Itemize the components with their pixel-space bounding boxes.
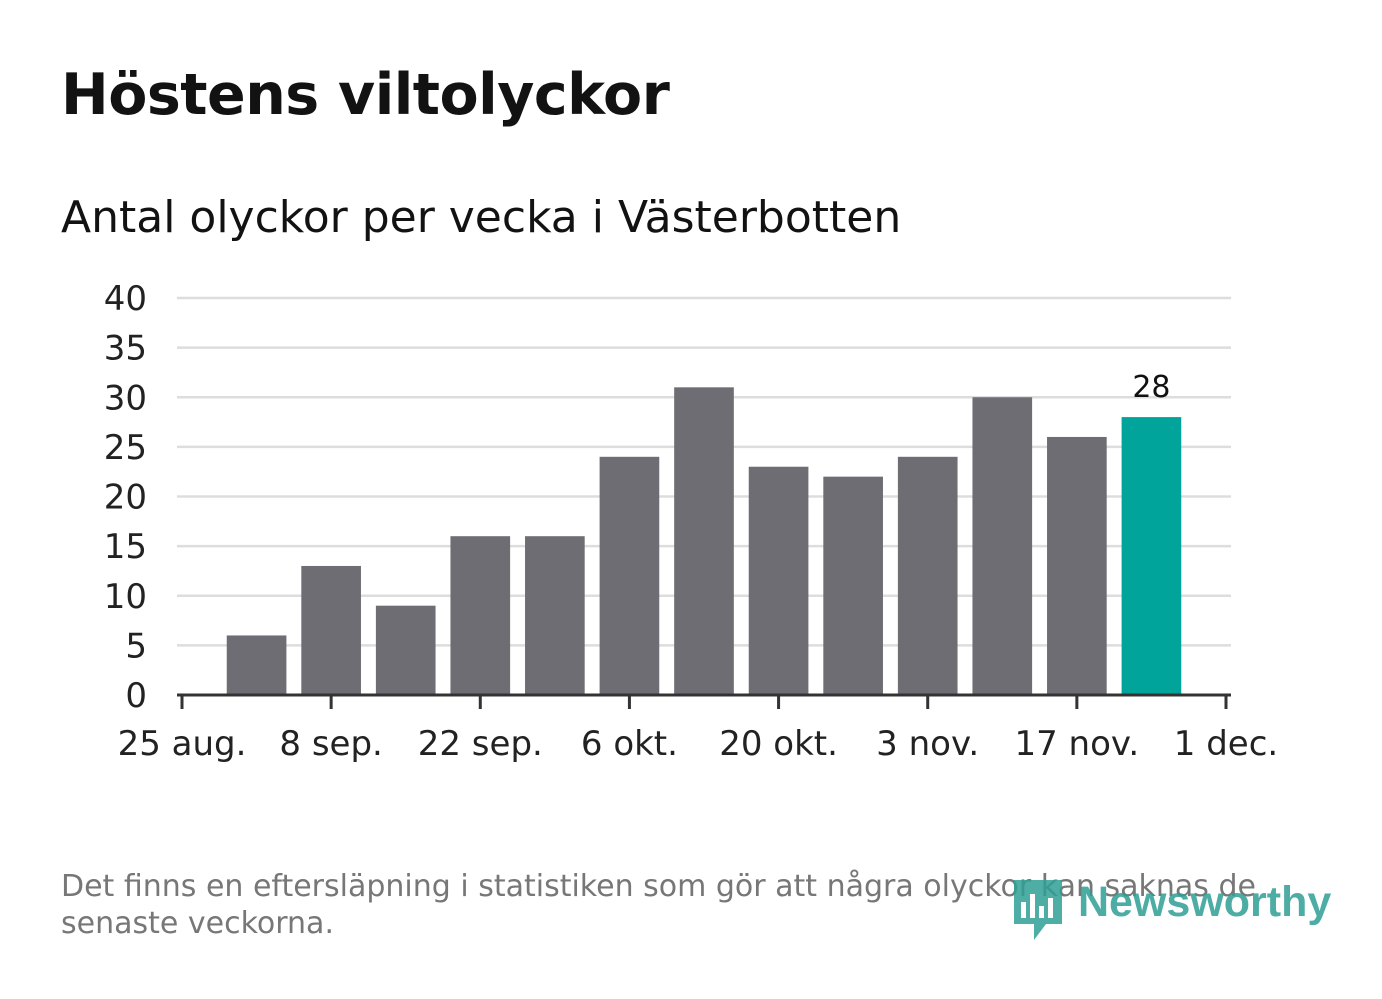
y-tick-label: 40 <box>104 279 147 319</box>
x-tick-label: 1 dec. <box>1174 724 1278 764</box>
y-tick-label: 20 <box>104 478 147 518</box>
bar <box>972 397 1033 695</box>
chart-title: Höstens viltolyckor <box>61 62 670 128</box>
newsworthy-logo: Newsworthy <box>1010 872 1332 944</box>
x-tick-label: 25 aug. <box>118 724 247 764</box>
y-tick-label: 35 <box>104 329 147 369</box>
y-tick-label: 25 <box>104 428 147 468</box>
y-tick-label: 10 <box>104 577 147 617</box>
y-tick-label: 30 <box>104 378 147 418</box>
bar <box>1121 417 1182 695</box>
y-tick-label: 5 <box>125 626 147 666</box>
chart-subtitle: Antal olyckor per vecka i Västerbotten <box>61 192 902 243</box>
y-tick-label: 15 <box>104 527 147 567</box>
bar <box>897 456 958 695</box>
bar <box>525 536 585 695</box>
x-tick-label: 22 sep. <box>418 724 543 764</box>
bar <box>748 466 809 695</box>
bar <box>599 456 660 695</box>
bar <box>301 565 361 695</box>
bar <box>375 605 436 695</box>
bar <box>1047 436 1107 695</box>
y-tick-label: 0 <box>125 676 147 716</box>
bar <box>823 476 883 695</box>
x-tick-label: 20 okt. <box>719 724 838 764</box>
bar <box>226 635 287 695</box>
x-tick-label: 8 sep. <box>279 724 382 764</box>
bar-chart-speech-bubble-icon <box>1014 880 1062 940</box>
bar <box>674 387 734 695</box>
x-tick-label: 6 okt. <box>581 724 678 764</box>
brand-name: Newsworthy <box>1078 878 1332 926</box>
x-tick-label: 3 nov. <box>876 724 979 764</box>
bar-data-label: 28 <box>1132 370 1170 405</box>
x-tick-label: 17 nov. <box>1014 724 1139 764</box>
bar <box>450 536 511 695</box>
